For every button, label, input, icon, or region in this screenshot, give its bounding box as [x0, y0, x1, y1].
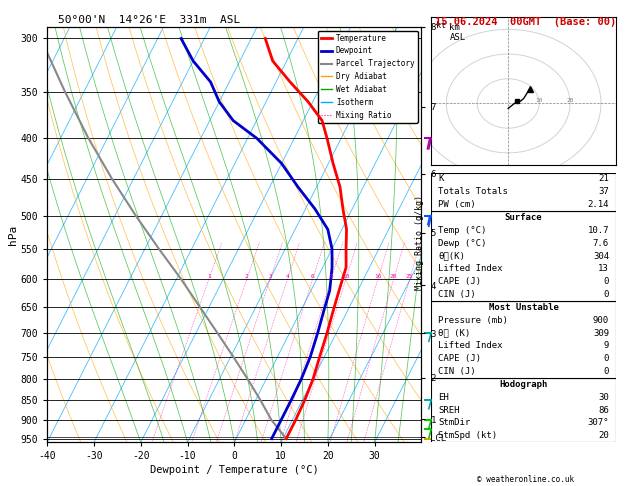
Text: 7.6: 7.6	[593, 239, 609, 248]
Text: Temp (°C): Temp (°C)	[438, 226, 487, 235]
Text: 37: 37	[598, 187, 609, 196]
Text: Lifted Index: Lifted Index	[438, 264, 503, 273]
Text: Hodograph: Hodograph	[499, 380, 548, 389]
Text: kt: kt	[437, 21, 447, 31]
Text: CIN (J): CIN (J)	[438, 290, 476, 299]
Text: 16: 16	[374, 274, 382, 279]
Text: 304: 304	[593, 252, 609, 260]
Text: © weatheronline.co.uk: © weatheronline.co.uk	[477, 474, 574, 484]
Text: 307°: 307°	[587, 418, 609, 428]
Text: 10: 10	[535, 99, 543, 104]
Y-axis label: hPa: hPa	[8, 225, 18, 244]
Text: 2.14: 2.14	[587, 200, 609, 209]
Text: 900: 900	[593, 316, 609, 325]
Bar	[431, 173, 616, 211]
Text: 0: 0	[604, 367, 609, 376]
Text: 20: 20	[598, 432, 609, 440]
Text: 30: 30	[598, 393, 609, 402]
Text: Lifted Index: Lifted Index	[438, 342, 503, 350]
Text: Surface: Surface	[505, 213, 542, 222]
Text: EH: EH	[438, 393, 449, 402]
Text: 3: 3	[269, 274, 272, 279]
Bar	[431, 378, 616, 442]
Text: 8: 8	[329, 274, 333, 279]
Text: Dewp (°C): Dewp (°C)	[438, 239, 487, 248]
Text: CAPE (J): CAPE (J)	[438, 277, 481, 286]
Text: 10.7: 10.7	[587, 226, 609, 235]
Text: 9: 9	[604, 342, 609, 350]
Text: 0: 0	[604, 290, 609, 299]
Y-axis label: km
ASL: km ASL	[449, 22, 465, 42]
Text: 4: 4	[286, 274, 289, 279]
Bar	[431, 211, 616, 301]
Text: 2: 2	[245, 274, 248, 279]
Text: Totals Totals: Totals Totals	[438, 187, 508, 196]
Text: 15.06.2024  00GMT  (Base: 00): 15.06.2024 00GMT (Base: 00)	[435, 17, 616, 27]
Text: 6: 6	[311, 274, 314, 279]
Text: 21: 21	[598, 174, 609, 183]
Text: θᴄ(K): θᴄ(K)	[438, 252, 465, 260]
Bar	[431, 301, 616, 378]
Text: 50°00'N  14°26'E  331m  ASL: 50°00'N 14°26'E 331m ASL	[58, 15, 241, 25]
Text: 0: 0	[604, 354, 609, 363]
Text: Most Unstable: Most Unstable	[489, 303, 559, 312]
Text: StmDir: StmDir	[438, 418, 470, 428]
Text: 25: 25	[406, 274, 413, 279]
Text: CIN (J): CIN (J)	[438, 367, 476, 376]
Text: 1: 1	[207, 274, 211, 279]
Text: StmSpd (kt): StmSpd (kt)	[438, 432, 498, 440]
Legend: Temperature, Dewpoint, Parcel Trajectory, Dry Adiabat, Wet Adiabat, Isotherm, Mi: Temperature, Dewpoint, Parcel Trajectory…	[318, 31, 418, 122]
Text: 86: 86	[598, 406, 609, 415]
Text: 20: 20	[566, 99, 574, 104]
Text: 20: 20	[390, 274, 398, 279]
Text: 13: 13	[598, 264, 609, 273]
Text: CAPE (J): CAPE (J)	[438, 354, 481, 363]
Text: SREH: SREH	[438, 406, 460, 415]
X-axis label: Dewpoint / Temperature (°C): Dewpoint / Temperature (°C)	[150, 466, 319, 475]
Text: 0: 0	[604, 277, 609, 286]
Text: K: K	[438, 174, 443, 183]
Text: Pressure (mb): Pressure (mb)	[438, 316, 508, 325]
Text: 309: 309	[593, 329, 609, 338]
Text: Mixing Ratio (g/kg): Mixing Ratio (g/kg)	[415, 195, 424, 291]
Text: θᴄ (K): θᴄ (K)	[438, 329, 470, 338]
Text: PW (cm): PW (cm)	[438, 200, 476, 209]
Text: 10: 10	[342, 274, 350, 279]
